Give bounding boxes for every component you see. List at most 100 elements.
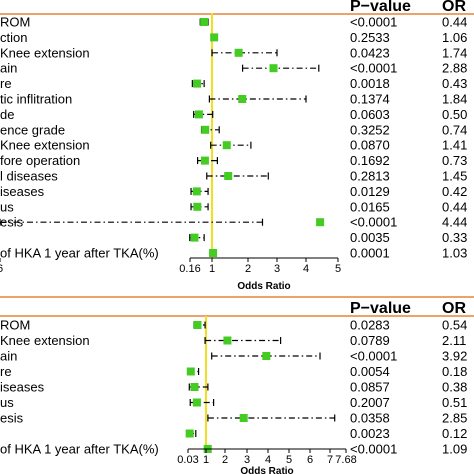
forest-row: us 0.0165 0.44 <box>0 199 467 214</box>
or-text: 1.84 <box>442 92 467 107</box>
row-label: ain <box>0 61 17 76</box>
pvalue-text: 0.0018 <box>350 76 390 91</box>
x-tick-label: 2 <box>245 263 251 275</box>
point-estimate-marker <box>239 414 248 422</box>
or-text: 3.92 <box>442 349 467 364</box>
forest-row: fore operation 0.1692 0.73 <box>0 153 467 168</box>
or-text: 1.06 <box>442 30 467 45</box>
forest-row: ction 0.2533 1.06 <box>0 30 467 45</box>
row-label: l diseases <box>0 169 58 184</box>
forest-row: ain <0.0001 3.92 <box>0 349 467 364</box>
row-label: us <box>0 395 14 410</box>
row-label: ROM <box>0 318 30 333</box>
pvalue-text: <0.0001 <box>350 442 397 457</box>
point-estimate-marker <box>238 95 247 103</box>
pvalue-text: 0.2813 <box>350 169 390 184</box>
point-estimate-marker <box>200 156 209 165</box>
pvalue-column-header: P−value <box>350 0 411 15</box>
row-label: esis <box>0 411 24 426</box>
x-axis-title: Odds Ratio <box>237 281 290 292</box>
forest-row: ence grade 0.3252 0.74 <box>0 122 467 137</box>
forest-row: ROM <0.0001 0.44 <box>0 15 467 30</box>
point-estimate-marker <box>262 352 271 360</box>
pvalue-text: 0.2007 <box>350 395 390 410</box>
point-estimate-marker <box>186 367 195 376</box>
pvalue-text: <0.0001 <box>350 349 397 364</box>
pvalue-text: <0.0001 <box>350 215 397 230</box>
or-text: 0.42 <box>442 184 467 199</box>
pvalue-text: 0.0603 <box>350 107 390 122</box>
point-estimate-marker <box>234 48 243 57</box>
pvalue-text: 0.0035 <box>350 230 390 245</box>
row-label: esis <box>0 215 24 230</box>
forest-row: 0.0035 0.33 <box>189 230 467 245</box>
forest-row: us 0.2007 0.51 <box>0 395 467 410</box>
forest-row: Knee extension 0.0789 2.11 <box>0 333 466 348</box>
row-label: of HKA 1 year after TKA(%) <box>0 246 159 261</box>
x-tick-label: 4 <box>303 263 309 275</box>
point-estimate-marker <box>185 429 194 438</box>
x-tick-label: 0.03 <box>177 454 198 466</box>
pvalue-text: 0.0023 <box>350 426 390 441</box>
forest-row: of HKA 1 year after TKA(%) <0.0001 1.09 <box>0 442 467 457</box>
or-text: 0.73 <box>442 153 467 168</box>
row-label: iseases <box>0 380 45 395</box>
or-text: 1.74 <box>442 45 467 60</box>
point-estimate-marker <box>223 336 232 345</box>
or-text: 2.11 <box>442 333 466 348</box>
x-tick-label: 2 <box>222 454 228 466</box>
pvalue-text: 0.0358 <box>350 411 390 426</box>
pvalue-text: 0.2533 <box>350 30 390 45</box>
x-tick-label: 5 <box>335 263 341 275</box>
x-tick-label: 1 <box>203 454 209 466</box>
point-estimate-marker <box>190 383 199 391</box>
or-text: 4.44 <box>442 215 467 230</box>
point-estimate-marker <box>316 218 325 227</box>
row-label: of HKA 1 year after TKA(%) <box>0 442 159 457</box>
point-estimate-marker <box>193 321 202 329</box>
or-column-header: OR <box>442 0 466 15</box>
row-label: Knee extension <box>0 138 90 153</box>
or-text: 0.50 <box>442 107 467 122</box>
x-tick-label: 0.16 <box>179 263 200 275</box>
row-label: re <box>0 364 12 379</box>
pvalue-text: 0.1374 <box>350 92 390 107</box>
or-text: 1.41 <box>442 138 467 153</box>
forest-row: de 0.0603 0.50 <box>0 107 467 122</box>
pvalue-text: 0.0001 <box>350 246 390 261</box>
pvalue-text: 0.0870 <box>350 138 390 153</box>
forest-row: tic inflitration 0.1374 1.84 <box>0 92 467 107</box>
row-label: fore operation <box>0 153 80 168</box>
pvalue-text: 0.0857 <box>350 380 390 395</box>
point-estimate-marker <box>200 18 209 26</box>
or-text: 2.88 <box>442 61 467 76</box>
or-text: 1.45 <box>442 169 467 184</box>
point-estimate-marker <box>194 110 203 119</box>
pvalue-text: <0.0001 <box>350 61 397 76</box>
x-tick-label: 6 <box>307 454 313 466</box>
pvalue-text: 0.3252 <box>350 122 390 137</box>
point-estimate-marker <box>190 233 199 242</box>
x-tick-label: 3 <box>274 263 280 275</box>
or-text: 0.12 <box>442 426 467 441</box>
forest-row: Knee extension 0.0423 1.74 <box>0 45 467 60</box>
forest-row: ain <0.0001 2.88 <box>0 61 467 76</box>
forest-row: 0.0023 0.12 <box>185 426 467 441</box>
point-estimate-marker <box>192 187 201 196</box>
point-estimate-marker <box>193 202 202 211</box>
or-text: 0.18 <box>442 364 467 379</box>
pvalue-text: 0.0129 <box>350 184 390 199</box>
row-label: tic inflitration <box>0 92 72 107</box>
row-label: ROM <box>0 15 30 30</box>
row-label: ain <box>0 349 17 364</box>
row-label: Knee extension <box>0 333 90 348</box>
or-text: 0.44 <box>442 199 467 214</box>
or-text: 0.38 <box>442 380 467 395</box>
x-tick-label: 1 <box>209 263 215 275</box>
or-text: 1.09 <box>442 442 467 457</box>
forest-row: re 0.0018 0.43 <box>0 76 467 91</box>
forest-row: ROM 0.0283 0.54 <box>0 318 467 333</box>
point-estimate-marker <box>224 172 233 180</box>
or-text: 0.54 <box>442 318 467 333</box>
